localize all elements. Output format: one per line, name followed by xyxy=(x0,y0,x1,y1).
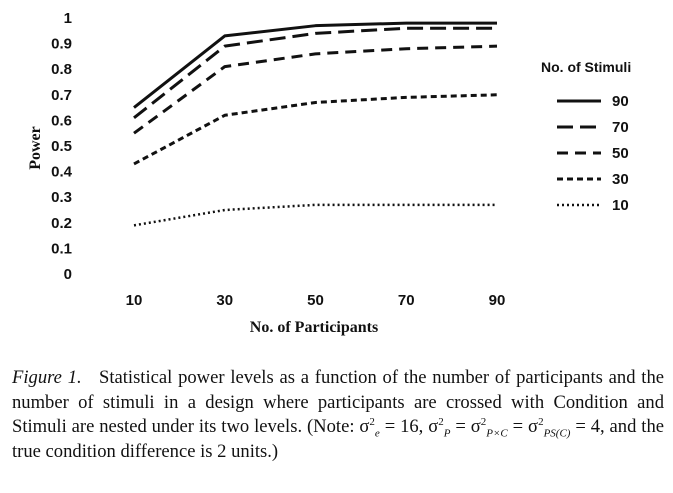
y-tick-label: 0.7 xyxy=(51,87,72,104)
x-tick-label: 70 xyxy=(398,292,415,309)
legend-label-70: 70 xyxy=(612,119,629,136)
series-line-50 xyxy=(133,44,498,135)
series-line-10 xyxy=(133,203,497,227)
legend-label-30: 30 xyxy=(612,171,629,188)
figure-label: Figure 1. xyxy=(12,367,82,388)
y-axis-ticks: 0 0.1 0.2 0.3 0.4 0.5 0.6 0.7 0.8 0.9 1 xyxy=(51,10,73,283)
x-tick-label: 10 xyxy=(126,292,143,309)
y-tick-label: 0.1 xyxy=(51,240,72,257)
x-tick-label: 50 xyxy=(307,292,324,309)
variance-formula-e: σ2e = 16, xyxy=(359,415,424,440)
x-tick-label: 90 xyxy=(489,292,506,309)
y-axis-title: Power xyxy=(27,126,44,170)
y-tick-label: 0.5 xyxy=(51,138,72,155)
variance-formula-p: σ2P = σ2P×C = σ2PS(C) xyxy=(428,415,571,440)
caption-text: Statistical power levels as a function o… xyxy=(12,367,664,437)
x-tick-label: 30 xyxy=(216,292,233,309)
y-tick-label: 1 xyxy=(64,10,72,27)
series-line-30 xyxy=(133,93,498,166)
x-axis-ticks: 10 30 50 70 90 xyxy=(126,292,506,309)
legend-label-90: 90 xyxy=(612,93,629,110)
figure-caption: Figure 1. Statistical power levels as a … xyxy=(12,366,664,464)
y-tick-label: 0 xyxy=(64,266,72,283)
legend: 90 70 50 30 10 xyxy=(557,93,629,214)
y-tick-label: 0.8 xyxy=(51,61,72,78)
caption-tail: = 4, and the true condition difference i… xyxy=(12,416,665,462)
legend-label-10: 10 xyxy=(612,197,629,214)
line-chart: 00.10.20.30.40.50.60.70.80.91 10 30 50 70 90… xyxy=(27,10,631,336)
y-tick-label: 0.4 xyxy=(51,164,73,181)
series-lines xyxy=(133,21,498,227)
x-axis-title: No. of Participants xyxy=(250,319,378,336)
y-tick-label: 0.3 xyxy=(51,189,72,206)
legend-title: No. of Stimuli xyxy=(541,59,631,75)
y-tick-label: 0.2 xyxy=(51,215,72,232)
y-tick-label: 0.6 xyxy=(51,112,72,129)
series-line-90 xyxy=(133,21,497,109)
series-line-70 xyxy=(133,26,497,120)
legend-label-50: 50 xyxy=(612,145,629,162)
y-tick-label: 0.9 xyxy=(51,36,72,53)
